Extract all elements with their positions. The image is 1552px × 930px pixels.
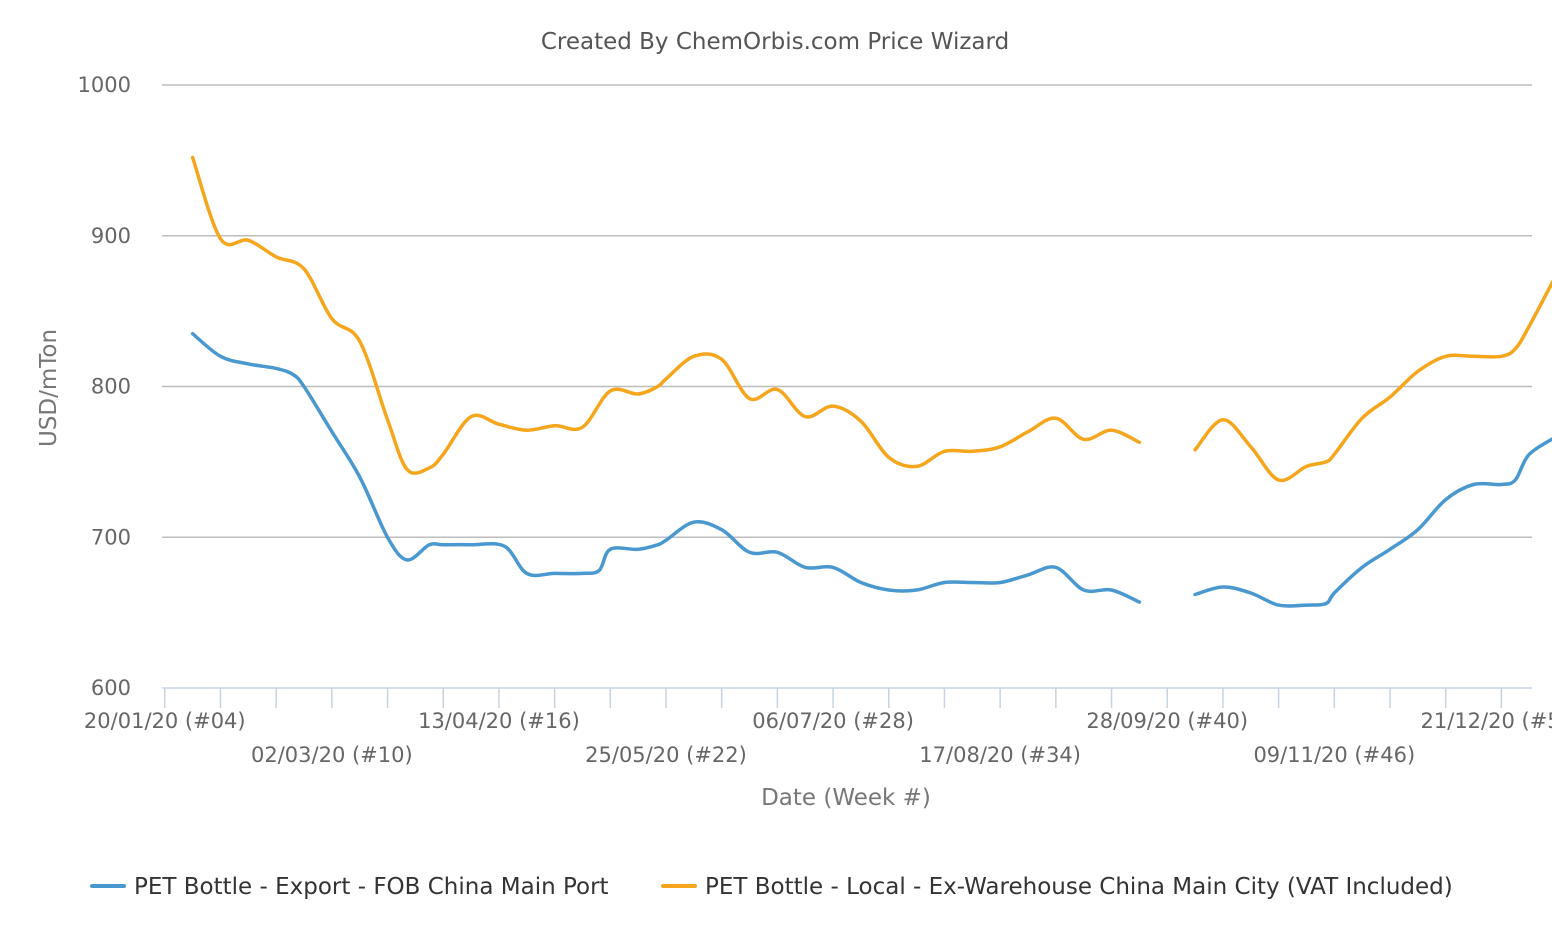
y-axis: 600 700 800 900 1000 [78, 73, 131, 700]
x-tick-label: 13/04/20 (#16) [418, 709, 580, 733]
y-tick-label: 1000 [78, 73, 131, 97]
x-tick-label: 21/12/20 (#52) [1421, 709, 1552, 733]
series-line-2-segment-1[interactable] [190, 155, 1142, 475]
y-axis-title: USD/mTon [36, 329, 62, 447]
x-axis-title: Date (Week #) [761, 785, 931, 811]
y-tick-label: 700 [91, 525, 131, 549]
legend-label-1[interactable]: PET Bottle - Export - FOB China Main Por… [134, 874, 609, 900]
x-tick-label: 20/01/20 (#04) [84, 709, 246, 733]
legend[interactable]: PET Bottle - Export - FOB China Main Por… [90, 874, 1453, 900]
series-line-1-segment-2[interactable] [1193, 436, 1552, 608]
x-tick-label: 09/11/20 (#46) [1253, 743, 1415, 767]
x-tick-label: 02/03/20 (#10) [251, 743, 413, 767]
legend-label-2[interactable]: PET Bottle - Local - Ex-Warehouse China … [705, 874, 1453, 900]
y-tick-label: 800 [91, 375, 131, 399]
x-tick-label: 17/08/20 (#34) [919, 743, 1081, 767]
x-tick-label: 28/09/20 (#40) [1086, 709, 1248, 733]
x-tick-label: 06/07/20 (#28) [752, 709, 914, 733]
x-tick-label: 25/05/20 (#22) [585, 743, 747, 767]
series-line-1-segment-1[interactable] [190, 331, 1142, 604]
grid-lines [162, 84, 1532, 538]
chart-title: Created By ChemOrbis.com Price Wizard [541, 29, 1009, 55]
x-axis: 20/01/20 (#04)02/03/20 (#10)13/04/20 (#1… [84, 687, 1552, 767]
series-lines [190, 155, 1552, 608]
y-tick-label: 900 [91, 224, 131, 248]
series-line-2-segment-2[interactable] [1193, 273, 1552, 483]
y-tick-label: 600 [91, 676, 131, 700]
